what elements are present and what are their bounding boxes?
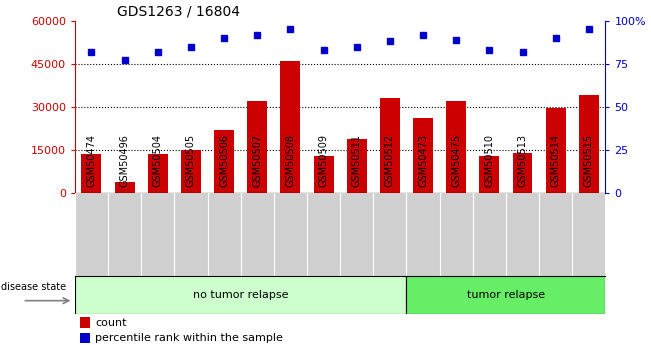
Bar <box>181 150 201 193</box>
Text: GDS1263 / 16804: GDS1263 / 16804 <box>117 4 240 18</box>
Bar <box>546 108 566 193</box>
Bar <box>115 182 135 193</box>
Text: no tumor relapse: no tumor relapse <box>193 290 288 300</box>
Bar <box>413 118 433 193</box>
Bar <box>247 101 267 193</box>
Bar <box>447 101 466 193</box>
Bar <box>512 153 533 193</box>
Bar <box>75 276 406 314</box>
Bar <box>80 333 90 344</box>
Bar <box>380 98 400 193</box>
Bar <box>81 155 102 193</box>
Text: percentile rank within the sample: percentile rank within the sample <box>95 333 283 343</box>
Bar <box>406 276 605 314</box>
Bar <box>579 96 599 193</box>
Bar <box>214 130 234 193</box>
Bar <box>347 139 367 193</box>
Text: tumor relapse: tumor relapse <box>467 290 545 300</box>
Text: count: count <box>95 318 126 328</box>
Bar <box>148 155 168 193</box>
Text: disease state: disease state <box>1 282 66 292</box>
Bar <box>314 156 333 193</box>
Bar <box>479 156 499 193</box>
Bar <box>80 317 90 328</box>
Bar <box>281 61 300 193</box>
